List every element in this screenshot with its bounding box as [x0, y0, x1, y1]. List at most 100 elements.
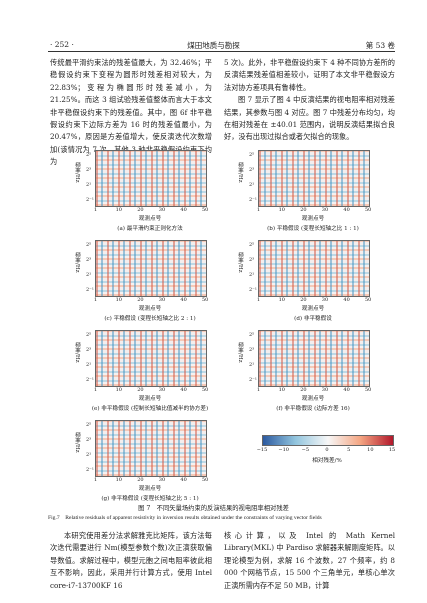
y-tick-label: 2³	[249, 347, 255, 353]
y-tick-label: 2⁻¹	[249, 287, 257, 293]
paragraph: 5 次)。此外，非平稳假设约束下 4 种不同协方差所的反演结果残差值相差较小，证…	[224, 58, 395, 92]
y-tick-label: 2³	[86, 167, 92, 173]
x-tick-label: 20	[300, 207, 307, 213]
y-axis-label: 频率/Hz	[237, 162, 243, 183]
x-tick-label: 30	[321, 207, 329, 213]
y-tick-label: 2⁵	[86, 332, 92, 338]
y-tick-label: 2¹	[249, 272, 255, 278]
y-axis-label: 频率/Hz	[237, 342, 243, 363]
x-tick-label: 40	[343, 297, 350, 303]
panel-caption: (f) 非平稳假设 (边际方差 16)	[276, 406, 350, 412]
paragraph: 本研究使用差分法求解雅克比矩阵，该方法每次迭代需要进行 Nm(模型参数个数)次正…	[50, 531, 212, 590]
y-tick-label: 2³	[249, 257, 255, 263]
x-tick-label: 20	[300, 387, 307, 393]
x-tick-label: 50	[365, 207, 372, 213]
x-tick-label: 10	[278, 387, 285, 393]
x-tick-label: 30	[321, 387, 329, 393]
x-tick-label: 20	[137, 387, 144, 393]
y-axis-label: 频率/Hz	[74, 162, 80, 183]
x-axis-label: 观测点号	[138, 306, 162, 312]
journal-name: 煤田地质与勘探	[187, 41, 240, 50]
x-tick-label: 50	[365, 297, 372, 303]
heatmap	[95, 420, 207, 477]
y-tick-label: 2¹	[249, 182, 255, 188]
y-tick-label: 2³	[86, 437, 92, 443]
text-block: 5 次)。此外，非平稳假设约束下 4 种不同协方差所的反演结果残差值相差较小，证…	[224, 57, 395, 144]
x-tick-label: 30	[158, 477, 166, 483]
x-axis-label: 观测点号	[138, 486, 162, 492]
paragraph: 核心计算，以及 Intel 的 Math Kernel Library(MKL)…	[224, 531, 395, 590]
x-tick-label: 1	[94, 477, 98, 483]
colorbar-tick-label: −15	[256, 447, 268, 453]
x-tick-label: 30	[321, 297, 329, 303]
x-tick-label: 10	[115, 387, 122, 393]
x-tick-label: 50	[202, 207, 209, 213]
heatmap	[95, 240, 207, 297]
y-tick-label: 2¹	[86, 272, 92, 278]
x-tick-label: 50	[365, 387, 372, 393]
y-tick-label: 2⁵	[86, 242, 92, 248]
y-tick-label: 2⁵	[86, 152, 92, 158]
y-tick-label: 2⁻¹	[86, 287, 94, 293]
x-tick-label: 50	[202, 477, 209, 483]
x-axis-label: 观测点号	[301, 306, 325, 312]
x-tick-label: 1	[257, 387, 261, 393]
colorbar-tick-label: 5	[347, 447, 351, 453]
y-tick-label: 2⁵	[249, 152, 255, 158]
y-tick-label: 2¹	[249, 362, 255, 368]
x-tick-label: 40	[180, 387, 187, 393]
x-tick-label: 1	[257, 297, 261, 303]
x-tick-label: 40	[180, 297, 187, 303]
x-tick-label: 30	[158, 387, 166, 393]
y-tick-label: 2¹	[86, 362, 92, 368]
colorbar-tick-label: 10	[367, 447, 374, 453]
x-tick-label: 20	[137, 207, 144, 213]
text-block: 核心计算，以及 Intel 的 Math Kernel Library(MKL)…	[224, 530, 395, 592]
figure-caption-en: Fig.7 Relative residuals of apparent res…	[48, 515, 322, 521]
y-axis-label: 频率/Hz	[74, 342, 80, 363]
panel-caption: (e) 非平稳假设 (控制长短轴比值减半的协方差)	[91, 406, 209, 412]
x-tick-label: 50	[202, 297, 209, 303]
y-tick-label: 2⁻¹	[86, 377, 94, 383]
y-axis-label: 频率/Hz	[237, 252, 243, 273]
y-tick-label: 2³	[86, 347, 92, 353]
y-tick-label: 2⁻¹	[249, 197, 257, 203]
colorbar-label: 相对残差/%	[312, 458, 342, 464]
y-axis-label: 频率/Hz	[74, 252, 80, 273]
x-axis-label: 观测点号	[138, 216, 162, 222]
y-tick-label: 2³	[249, 167, 255, 173]
y-tick-label: 2⁻¹	[249, 377, 257, 383]
colorbar-tick-label: 0	[325, 447, 329, 453]
x-tick-label: 50	[202, 387, 209, 393]
x-tick-label: 1	[94, 387, 98, 393]
heatmap	[258, 240, 370, 297]
paragraph: 传统最平滑约束法的残差值最大，为 32.46%；平稳假设约束下变程为圆形时残差相…	[50, 58, 212, 167]
page-number: · 252 ·	[50, 40, 74, 49]
heatmap	[95, 330, 207, 387]
x-tick-label: 30	[158, 207, 166, 213]
heatmap	[95, 150, 207, 207]
volume: 第 53 卷	[365, 41, 395, 50]
x-tick-label: 10	[115, 477, 122, 483]
x-tick-label: 10	[278, 297, 285, 303]
x-tick-label: 40	[180, 207, 187, 213]
panel-caption: (c) 平稳假设 (变程长短轴之比 2 : 1)	[104, 316, 196, 322]
paragraph: 图 7 显示了图 4 中反演结果的视电阻率相对残差结果，其参数与图 4 对应。图…	[224, 95, 395, 142]
x-tick-label: 1	[94, 207, 98, 213]
panel-caption: (a) 最平滑约束正则化方法	[117, 226, 183, 232]
x-tick-label: 20	[300, 297, 307, 303]
x-tick-label: 20	[137, 297, 144, 303]
heatmap	[258, 150, 370, 207]
y-tick-label: 2⁻¹	[86, 197, 94, 203]
panel-caption: (g) 非平稳假设 (变程长短轴之比 5 : 1)	[101, 496, 199, 502]
x-tick-label: 1	[94, 297, 98, 303]
x-axis-label: 观测点号	[138, 396, 162, 402]
y-tick-label: 2¹	[86, 452, 92, 458]
text-block: 本研究使用差分法求解雅克比矩阵，该方法每次迭代需要进行 Nm(模型参数个数)次正…	[50, 530, 212, 592]
x-tick-label: 40	[343, 207, 350, 213]
y-tick-label: 2⁵	[249, 332, 255, 338]
x-axis-label: 观测点号	[301, 216, 325, 222]
y-tick-label: 2⁻¹	[86, 467, 94, 473]
